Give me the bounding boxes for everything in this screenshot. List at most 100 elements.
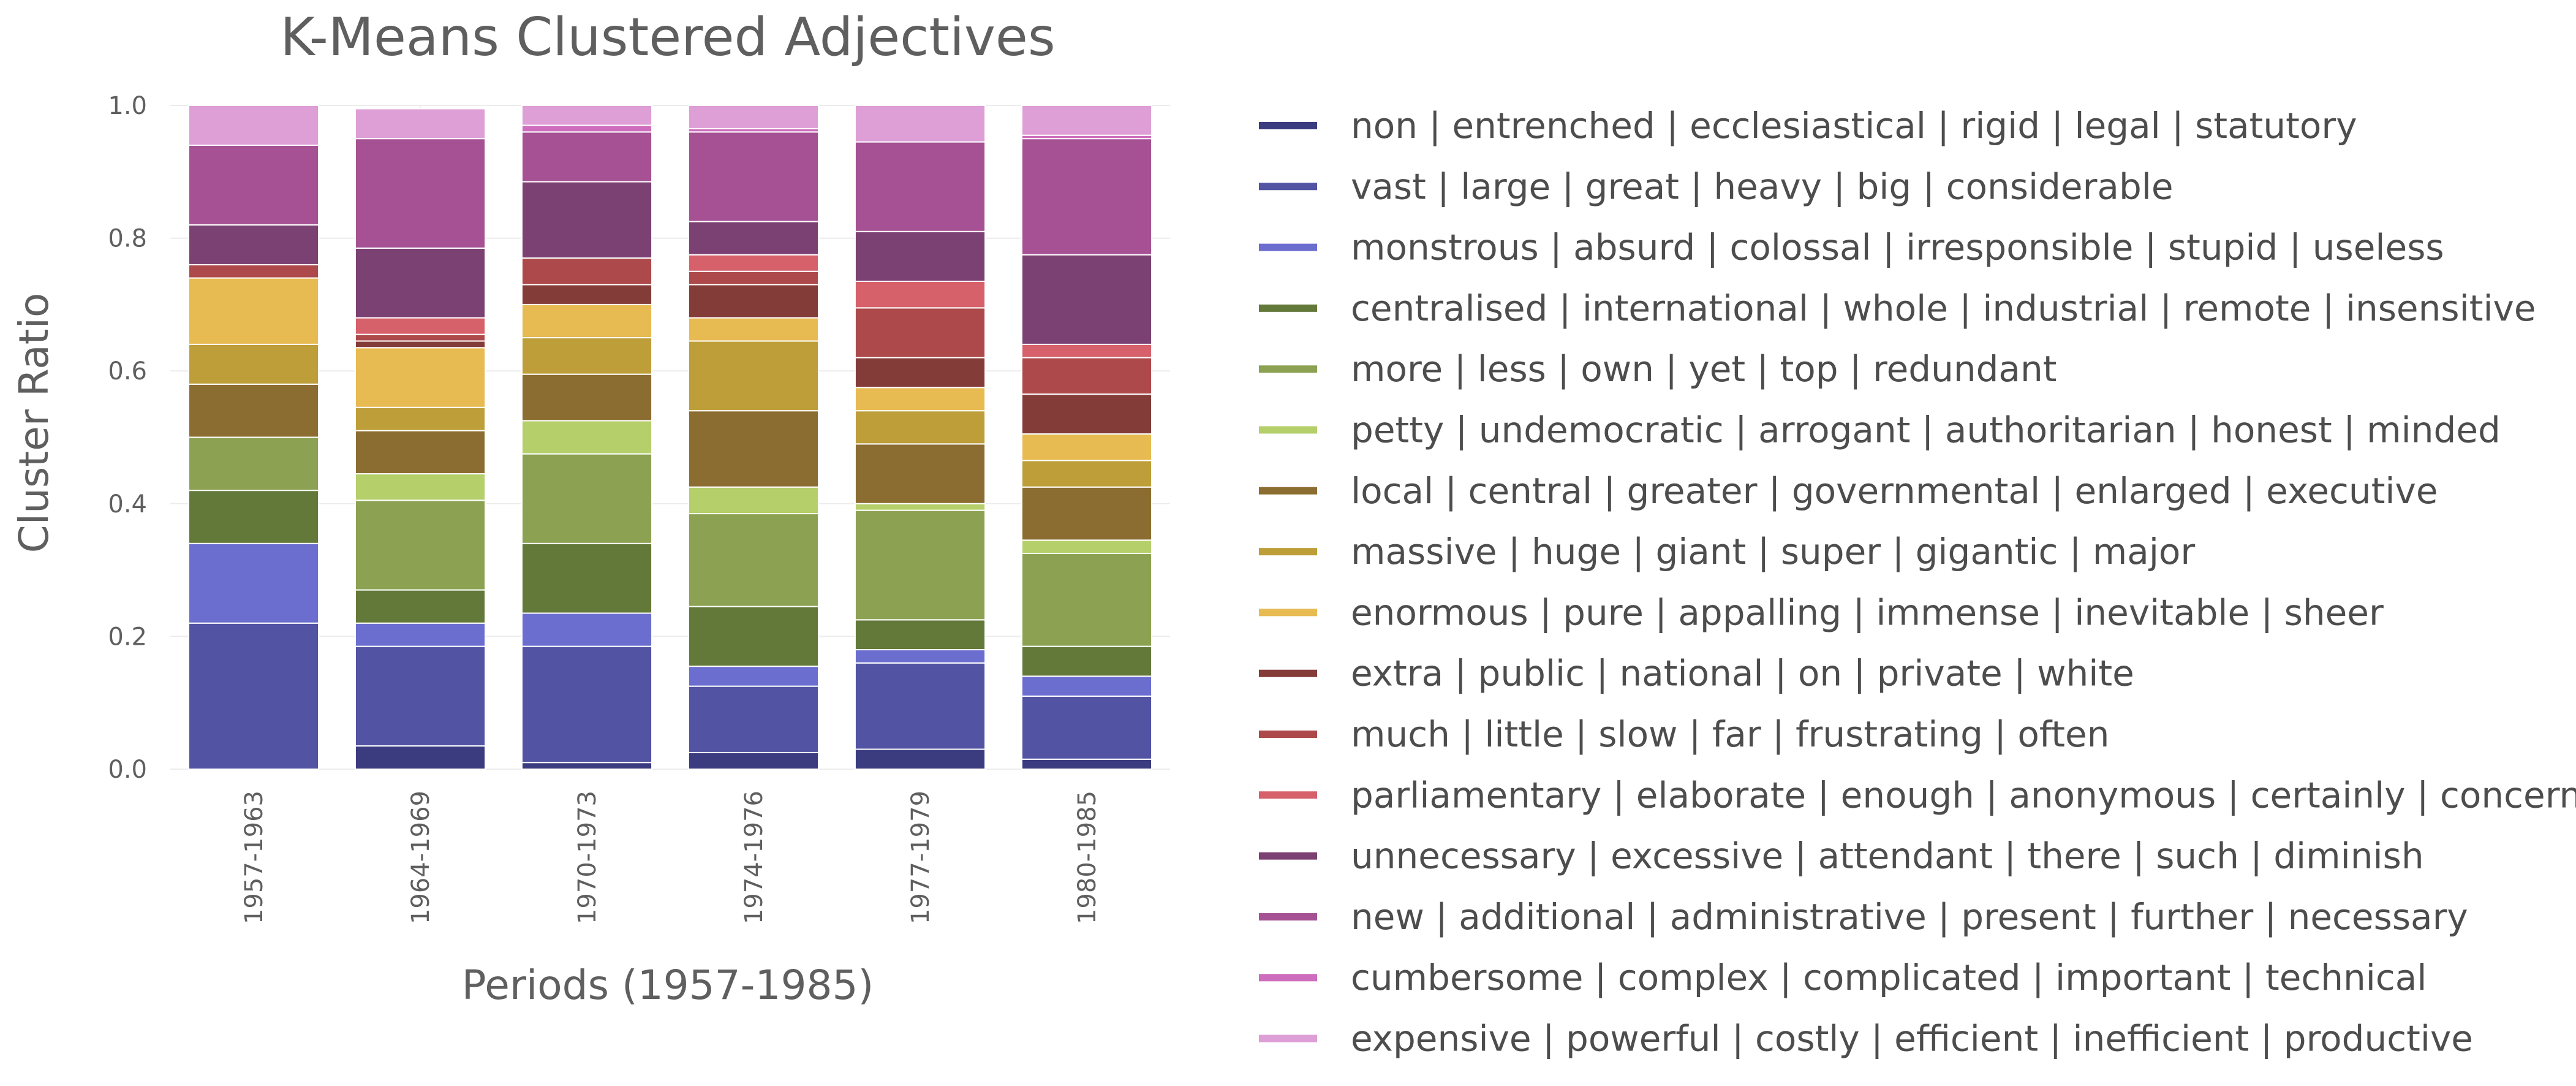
- y-axis-title: Cluster Ratio: [10, 293, 58, 553]
- bar-segment: [354, 108, 486, 140]
- bar-segment: [187, 264, 320, 279]
- bar-segment: [354, 406, 486, 431]
- x-tick-label: 1957-1963: [240, 791, 268, 924]
- bar-segment: [187, 542, 320, 624]
- gridlines: [170, 105, 1170, 770]
- legend-label: monstrous | absurd | colossal | irrespon…: [1351, 227, 2444, 268]
- y-tick-label: 0.2: [108, 623, 147, 651]
- bar-segment: [1021, 675, 1153, 697]
- bar-segment: [1021, 539, 1153, 555]
- bar-segment: [187, 144, 320, 226]
- x-tick-label: 1980-1985: [1073, 791, 1101, 924]
- y-axis-ticks: 0.0 0.2 0.4 0.6 0.8 1.0: [108, 92, 147, 784]
- y-tick-label: 0.8: [108, 225, 147, 253]
- bar-segment: [1021, 343, 1153, 359]
- bar-segment: [354, 347, 486, 408]
- legend-label: extra | public | national | on | private…: [1351, 653, 2134, 694]
- bar-segment: [687, 270, 820, 286]
- bar-segment: [354, 622, 486, 647]
- bar-segment: [354, 645, 486, 747]
- bar-segment: [187, 224, 320, 265]
- x-tick-label: 1974-1976: [740, 791, 768, 924]
- bar-segment: [521, 257, 653, 286]
- bar-segment: [187, 622, 320, 770]
- bar-segment: [521, 284, 653, 305]
- bar-segment: [521, 303, 653, 339]
- bar-segment: [1021, 460, 1153, 488]
- bar-segment: [354, 317, 486, 335]
- bar-segment: [354, 499, 486, 591]
- bar-segment: [1021, 105, 1153, 136]
- bar-segment: [1021, 357, 1153, 395]
- bar-segment: [187, 343, 320, 385]
- bar-segment: [1021, 553, 1153, 647]
- bar-segment: [1021, 645, 1153, 677]
- y-tick-label: 0.6: [108, 357, 147, 385]
- legend-label: new | additional | administrative | pres…: [1351, 896, 2468, 938]
- bar-segment: [187, 490, 320, 544]
- bar-segment: [187, 383, 320, 438]
- bars: [187, 105, 1153, 770]
- bar-segment: [354, 340, 486, 349]
- bar-segment: [854, 503, 986, 511]
- bar-segment: [687, 751, 820, 770]
- bar-segment: [854, 230, 986, 282]
- bar-segment: [187, 105, 320, 146]
- bar-segment: [854, 141, 986, 232]
- x-axis-ticks: 1957-1963 1964-1969 1970-1973 1974-1976 1977…: [240, 791, 1101, 924]
- bar-segment: [521, 420, 653, 455]
- bar-segment: [521, 762, 653, 770]
- bar-segment: [521, 181, 653, 259]
- x-tick-label: 1970-1973: [573, 791, 602, 924]
- bar-segment: [1021, 254, 1153, 345]
- bar-segment: [854, 649, 986, 664]
- bar-segment: [854, 410, 986, 445]
- legend-label: expensive | powerful | costly | efficien…: [1351, 1018, 2473, 1060]
- bar-segment: [521, 124, 653, 133]
- bar-segment: [687, 685, 820, 753]
- bar-segment: [354, 473, 486, 501]
- bar-segment: [521, 453, 653, 544]
- bar-segment: [687, 486, 820, 515]
- legend-label: massive | huge | giant | super | giganti…: [1351, 531, 2195, 572]
- bar-segment: [687, 340, 820, 412]
- bar-segment: [1021, 433, 1153, 461]
- bar-segment: [687, 131, 820, 222]
- bar-segment: [354, 247, 486, 319]
- bar-segment: [854, 619, 986, 651]
- bar-segment: [1021, 486, 1153, 541]
- legend-label: much | little | slow | far | frustrating…: [1351, 713, 2109, 755]
- bar-segment: [854, 443, 986, 504]
- bar-segment: [687, 284, 820, 319]
- bar-segment: [854, 748, 986, 770]
- legend: non | entrenched | ecclesiastical | rigi…: [1259, 105, 2576, 1060]
- bar-segment: [521, 373, 653, 422]
- legend-label: vast | large | great | heavy | big | con…: [1351, 165, 2174, 207]
- bar-segment: [687, 317, 820, 342]
- bar-segment: [354, 745, 486, 770]
- bar-segment: [521, 105, 653, 126]
- bar-segment: [521, 612, 653, 647]
- legend-label: unnecessary | excessive | attendant | th…: [1351, 835, 2424, 877]
- bar-segment: [687, 666, 820, 687]
- legend-label: centralised | international | whole | in…: [1351, 287, 2536, 329]
- x-tick-label: 1964-1969: [407, 791, 435, 924]
- x-axis-title: Periods (1957-1985): [462, 962, 874, 1009]
- bar-segment: [521, 542, 653, 614]
- bar-segment: [354, 589, 486, 624]
- bar-segment: [521, 337, 653, 375]
- y-tick-label: 0.4: [108, 490, 147, 518]
- legend-label: enormous | pure | appalling | immense | …: [1351, 591, 2384, 633]
- bar-segment: [1021, 393, 1153, 435]
- legend-label: more | less | own | yet | top | redundan…: [1351, 348, 2057, 390]
- bar-segment: [854, 105, 986, 143]
- bar-segment: [187, 436, 320, 492]
- bar-segment: [687, 254, 820, 272]
- bar-segment: [521, 131, 653, 183]
- bar-segment: [854, 307, 986, 359]
- bar-segment: [1021, 695, 1153, 760]
- bar-segment: [354, 430, 486, 475]
- bar-segment: [854, 387, 986, 412]
- bar-segment: [854, 662, 986, 750]
